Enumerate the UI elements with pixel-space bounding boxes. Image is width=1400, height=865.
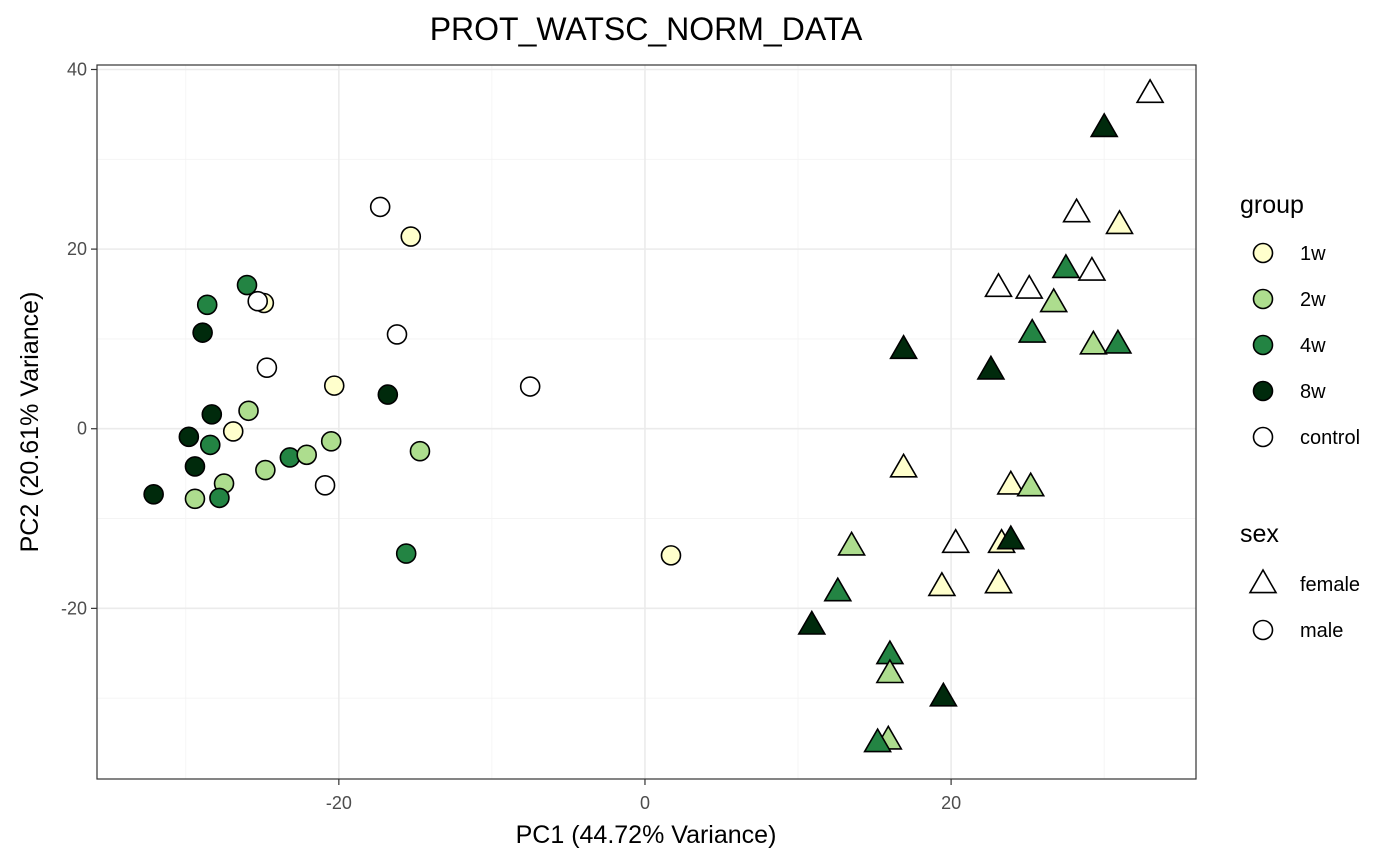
legend-key-2w (1252, 288, 1274, 310)
legend-label-male: male (1300, 620, 1343, 642)
data-point-male-8w (184, 456, 206, 477)
data-point-female-2w (837, 530, 866, 556)
data-point-male-8w (178, 426, 200, 448)
legend-key-male (1252, 619, 1274, 641)
data-point-female-4w (823, 576, 853, 602)
data-point-female-1w (984, 568, 1013, 594)
legend-label-2w: 2w (1300, 289, 1326, 311)
data-point-male-2w (320, 431, 342, 452)
y-tick-label: 0 (77, 419, 87, 439)
legend-key-female (1248, 568, 1278, 594)
data-point-female-control (1014, 274, 1044, 299)
data-point-female-8w (929, 681, 958, 707)
data-point-female-2w (1016, 471, 1046, 497)
data-point-male-8w (201, 404, 223, 425)
legend-key-4w (1252, 334, 1274, 356)
legend-key-control (1252, 426, 1274, 448)
x-tick-label: 20 (941, 793, 961, 813)
data-point-female-2w (875, 658, 905, 684)
plot-panel (96, 64, 1197, 780)
data-point-female-1w (927, 571, 957, 597)
legend-key-1w (1252, 242, 1274, 264)
grid-lines (97, 65, 1196, 779)
data-point-female-4w (1017, 318, 1047, 343)
data-point-male-8w (377, 384, 399, 405)
data-point-male-4w (199, 434, 221, 456)
legend-group: group 1w 2w 4w 8w control (1240, 191, 1360, 449)
data-point-male-control (247, 290, 269, 312)
panel-background (97, 65, 1196, 779)
data-point-male-2w (296, 444, 317, 466)
data-point-female-control (1135, 78, 1165, 104)
data-point-male-1w (400, 226, 422, 247)
data-point-male-4w (209, 487, 230, 509)
data-point-male-4w (196, 294, 218, 316)
legend-sex-title: sex (1240, 520, 1279, 548)
data-point-female-8w (797, 609, 827, 635)
data-point-male-2w (184, 488, 206, 510)
data-point-male-8w (143, 483, 164, 505)
data-point-male-1w (323, 375, 345, 396)
data-point-female-1w (889, 452, 918, 478)
data-point-male-8w (192, 322, 213, 343)
data-point-male-control (256, 357, 278, 378)
data-point-male-control (519, 376, 541, 397)
data-point-male-4w (279, 447, 301, 468)
data-point-male-control (314, 475, 336, 496)
data-point-female-4w (1051, 253, 1081, 279)
x-axis: -20 0 20 (326, 779, 961, 813)
data-point-female-1w (996, 469, 1026, 495)
legend-label-1w: 1w (1300, 243, 1326, 265)
data-point-female-8w (996, 524, 1026, 550)
data-point-female-8w (976, 354, 1006, 380)
legend-label-4w: 4w (1300, 335, 1326, 357)
data-point-male-4w (395, 543, 417, 564)
legend-group-title: group (1240, 191, 1304, 219)
data-point-female-4w (1103, 328, 1133, 354)
y-tick-label: 20 (67, 239, 87, 259)
data-point-male-1w (222, 421, 244, 442)
data-point-female-control (984, 272, 1013, 298)
chart-title: PROT_WATSC_NORM_DATA (430, 11, 863, 47)
legend-label-female: female (1300, 574, 1360, 596)
panel-border (96, 64, 1197, 780)
data-point-female-control (941, 528, 971, 554)
data-point-female-8w (889, 334, 918, 360)
data-point-female-control (1062, 197, 1091, 223)
x-tick-label: 0 (640, 793, 650, 813)
data-point-male-2w (238, 400, 259, 422)
x-axis-title: PC1 (44.72% Variance) (516, 821, 777, 849)
legend-label-8w: 8w (1300, 381, 1326, 403)
y-axis-title: PC2 (20.61% Variance) (16, 292, 44, 553)
data-point-female-control (1077, 256, 1107, 281)
legend-key-8w (1252, 380, 1274, 402)
legend-label-control: control (1300, 427, 1360, 449)
data-point-male-4w (236, 274, 258, 296)
data-points (143, 78, 1165, 753)
data-point-male-control (369, 196, 391, 218)
data-point-male-1w (660, 545, 682, 566)
data-point-female-1w (1105, 209, 1134, 235)
data-point-female-8w (1089, 112, 1119, 138)
data-point-male-2w (409, 440, 431, 462)
y-tick-label: 40 (67, 59, 87, 79)
x-tick-label: -20 (326, 793, 352, 813)
data-point-male-2w (255, 459, 276, 481)
data-point-male-control (386, 324, 408, 345)
y-axis: -20 0 20 40 (61, 59, 97, 618)
data-point-female-2w (1039, 287, 1069, 313)
y-tick-label: -20 (61, 598, 87, 618)
data-point-female-2w (1079, 329, 1108, 355)
legend-sex: sex female male (1240, 520, 1360, 642)
data-point-female-4w (863, 727, 892, 753)
